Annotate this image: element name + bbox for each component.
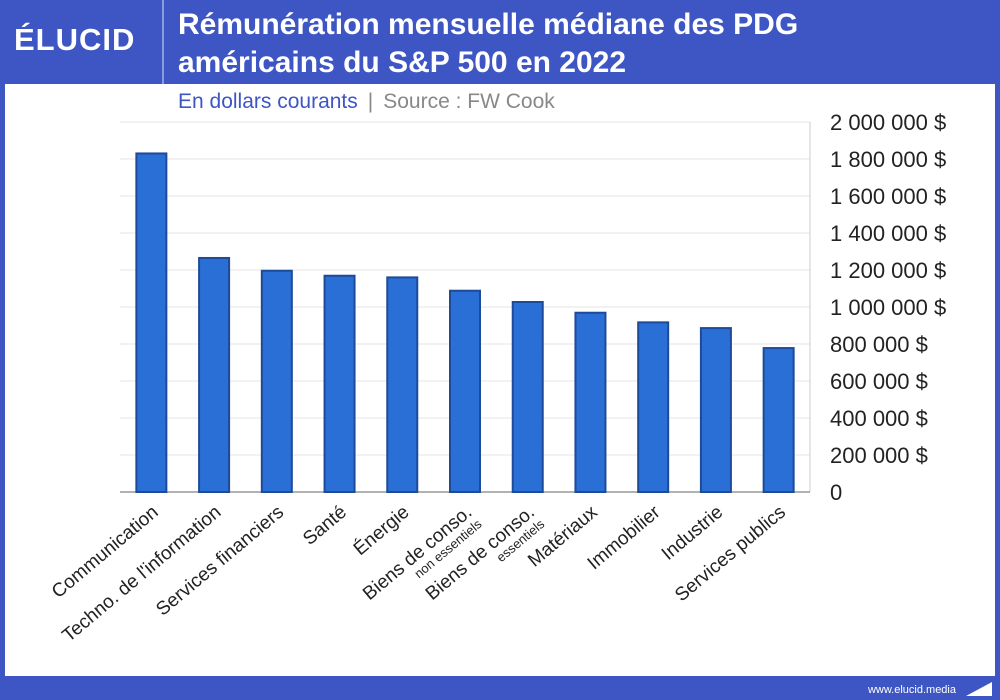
bar	[135, 152, 168, 493]
subtitle: En dollars courants | Source : FW Cook	[178, 90, 555, 114]
bar	[449, 289, 481, 493]
y-tick-label: 200 000 $	[830, 443, 928, 468]
bar	[511, 301, 544, 493]
bar	[699, 327, 732, 493]
y-tick-label: 1 000 000 $	[830, 295, 946, 320]
bar	[386, 276, 419, 493]
category-label-group: Communication	[48, 502, 163, 603]
category-label: Biens de conso.	[359, 502, 476, 605]
bar	[323, 274, 356, 493]
y-tick-label: 2 000 000 $	[830, 110, 946, 135]
chart-panel	[5, 84, 995, 676]
source-label: Source : FW Cook	[383, 90, 555, 113]
bar	[637, 321, 670, 494]
category-label: Santé	[299, 502, 351, 550]
title-line-1: Rémunération mensuelle médiane des PDG	[178, 8, 799, 41]
bar	[762, 347, 795, 493]
category-label-group: Services publics	[671, 502, 790, 606]
y-tick-label: 1 800 000 $	[830, 147, 946, 172]
y-tick-label: 800 000 $	[830, 332, 928, 357]
y-tick-label: 600 000 $	[830, 369, 928, 394]
category-label: Services publics	[671, 502, 790, 606]
title-line-2: américains du S&P 500 en 2022	[178, 46, 627, 79]
bar	[198, 256, 231, 493]
bar	[574, 311, 607, 493]
category-label-group: Santé	[299, 502, 351, 550]
y-tick-label: 1 600 000 $	[830, 184, 946, 209]
header: ÉLUCID Rémunération mensuelle médiane de…	[0, 0, 1000, 84]
header-divider	[162, 0, 164, 84]
y-tick-label: 0	[830, 480, 842, 505]
unit-label: En dollars courants	[178, 90, 358, 113]
elucid-logo: ÉLUCID	[14, 22, 136, 57]
category-label: Communication	[48, 502, 163, 603]
y-tick-label: 1 200 000 $	[830, 258, 946, 283]
chart-title: Rémunération mensuelle médiane des PDG a…	[178, 6, 798, 82]
footer-url[interactable]: www.elucid.media	[867, 684, 956, 696]
y-tick-label: 1 400 000 $	[830, 221, 946, 246]
y-tick-label: 400 000 $	[830, 406, 928, 431]
subtitle-separator: |	[367, 90, 374, 113]
bar	[260, 269, 293, 493]
